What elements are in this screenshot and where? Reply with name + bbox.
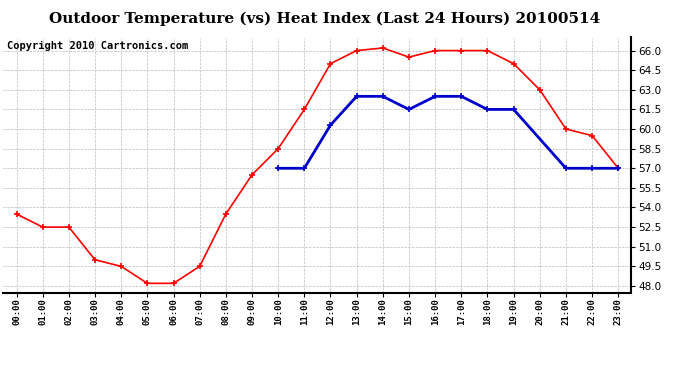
Text: Copyright 2010 Cartronics.com: Copyright 2010 Cartronics.com <box>7 41 188 51</box>
Text: Outdoor Temperature (vs) Heat Index (Last 24 Hours) 20100514: Outdoor Temperature (vs) Heat Index (Las… <box>49 11 600 26</box>
